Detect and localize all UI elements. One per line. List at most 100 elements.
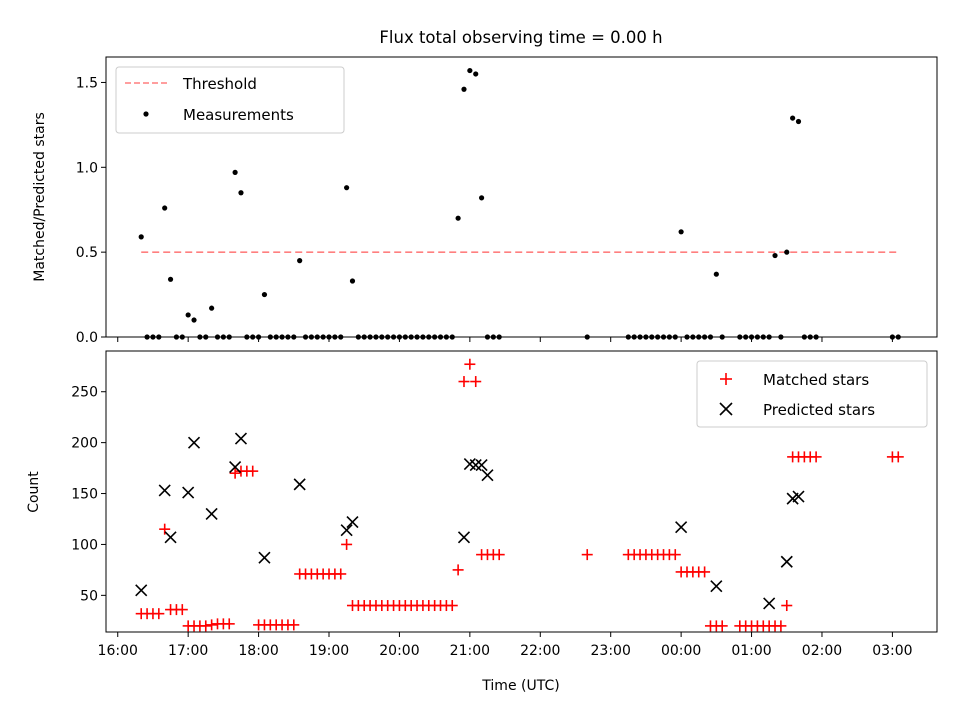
predicted-star-point [469,458,482,472]
measurement-point [167,276,174,282]
ratio-y-tick-label: 1.0 [76,160,98,176]
x-tick-label: 17:00 [168,643,208,659]
ratio-y-tick-label: 0.0 [76,330,98,346]
matched-star-point [206,619,218,631]
ratio-axes-ticks: 0.0 0.5 1.0 1.5 [76,75,893,346]
predicted-star-point [675,521,688,534]
ratio-legend-box [115,66,345,134]
legend-threshold-label: Threshold [182,75,257,93]
x-tick-label: 16:00 [98,643,138,659]
x-tick-label: 20:00 [379,643,419,659]
matched-star-point [775,620,787,632]
count-y-tick-label: 250 [71,385,98,401]
matched-star-point [892,451,904,463]
matched-star-point [288,619,300,631]
count-legend-box [696,360,928,428]
predicted-star-point [182,486,195,499]
measurement-point [772,252,778,259]
matched-star-point [493,549,505,561]
x-tick-label: 02:00 [802,643,842,659]
predicted-star-point [346,515,359,529]
matched-star-point [581,549,593,561]
matched-points [135,358,904,632]
x-tick-label: 22:00 [520,643,560,659]
legend-measurements-swatch [143,111,149,117]
matched-star-point [464,358,476,370]
predicted-star-point [158,484,171,497]
measurement-point [297,258,303,264]
measurement-point [678,229,684,235]
matched-star-point [200,620,212,632]
count-panel: 50 100 150 200 250 16:00 17:00 18:00 19:00 20:00 2… [26,350,938,694]
legend-predicted-label: Predicted stars [763,401,875,419]
measurement-point [478,195,485,201]
x-tick-label: 18:00 [238,643,278,659]
count-y-tick-label: 200 [71,436,98,452]
ratio-y-axis-label: Matched/Predicted stars [32,112,48,282]
count-y-tick-label: 100 [71,537,98,553]
predicted-star-point [780,555,793,568]
measurement-point [795,118,802,125]
x-tick-label: 19:00 [309,643,349,659]
legend-matched-swatch [720,373,732,385]
x-axis-label: Time (UTC) [481,678,559,694]
legend-matched-label: Matched stars [763,371,869,389]
matched-star-point [716,620,728,632]
predicted-star-point [187,436,201,449]
matched-star-point [247,465,259,477]
predicted-star-point [293,478,306,491]
measurement-point [467,67,473,74]
ratio-y-tick-label: 1.5 [76,75,98,91]
matched-star-point [669,549,681,561]
predicted-star-point [164,531,177,544]
matched-star-point [223,618,235,630]
measurement-point [790,115,796,121]
ratio-plot-frame [105,56,938,338]
matched-star-point [458,376,470,388]
matched-star-point [810,451,822,463]
matched-star-point [341,538,353,550]
predicted-star-point [205,507,218,520]
measurement-point [473,71,479,77]
matched-star-point [153,608,165,620]
x-tick-label: 21:00 [450,643,490,659]
ratio-panel: 0.0 0.5 1.0 1.5 Matched/Predicted stars Thr… [32,56,938,346]
predicted-star-point [481,469,494,482]
matched-star-point [176,604,188,616]
measurement-point [191,317,197,323]
x-tick-label: 00:00 [661,643,701,659]
count-y-tick-label: 50 [80,588,98,604]
measurement-point [185,312,191,318]
predicted-points [135,432,805,610]
predicted-star-point [234,432,248,445]
measurement-point [461,86,467,92]
measurement-point [784,249,790,255]
predicted-star-point [258,551,271,564]
ratio-points [138,67,901,340]
chart-title: Flux total observing time = 0.00 h [379,28,662,47]
measurement-point [238,190,244,196]
count-y-tick-label: 150 [71,487,98,503]
count-legend: Matched stars Predicted stars [696,360,928,428]
predicted-star-point [792,490,805,503]
legend-measurements-label: Measurements [183,106,294,124]
predicted-star-point [229,460,242,474]
predicted-star-point [763,597,776,610]
matched-star-point [699,566,711,578]
matched-star-point [452,564,464,576]
matched-star-point [781,600,793,612]
predicted-star-point [340,524,353,537]
measurement-point [261,291,268,298]
legend-predicted-swatch [719,402,733,416]
matched-star-point [470,376,482,388]
measurement-point [232,169,238,175]
measurement-point [162,205,168,211]
predicted-star-point [135,584,148,597]
measurement-point [713,271,719,277]
predicted-star-point [710,580,723,593]
x-tick-label: 23:00 [591,643,631,659]
count-axes-ticks: 50 100 150 200 250 16:00 17:00 18:00 19:00 20:00 2… [71,385,912,659]
predicted-star-point [457,531,471,544]
matched-star-point [229,467,241,479]
